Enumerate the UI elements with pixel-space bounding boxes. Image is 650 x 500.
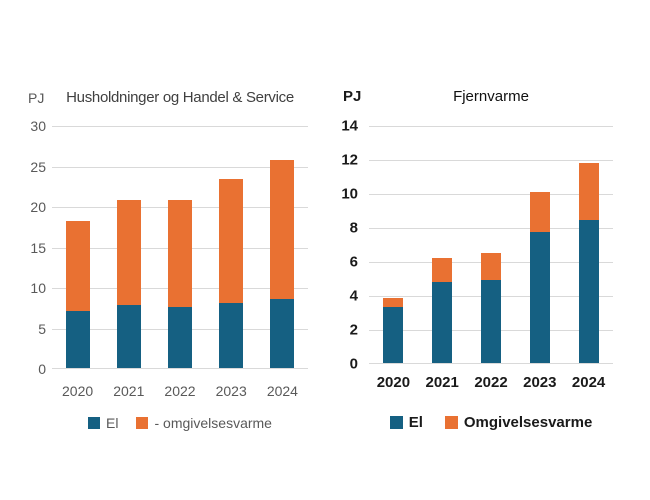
bar-segment-el-2021 <box>432 282 453 363</box>
legend-swatch-icon <box>389 416 403 429</box>
x-tick-label: 2022 <box>164 383 196 399</box>
legend: El - omgivelsesvarme <box>52 415 308 431</box>
bar-segment-el-2020 <box>65 311 90 368</box>
bar-segment-el-2022 <box>481 279 501 363</box>
x-tick-label: 2021 <box>425 374 459 391</box>
bar-segment-omgivelsesvarme-2020 <box>65 221 90 312</box>
chart-fjernvarme: PJ Fjernvarme El Omgivelsesvarme 0 2 4 6 8 10 1… <box>320 85 650 455</box>
chart-title: Fjernvarme <box>453 88 529 105</box>
y-tick-label: 15 <box>30 239 46 256</box>
x-tick-label: 2021 <box>113 383 145 399</box>
y-tick-label: 25 <box>30 158 46 175</box>
bar-segment-omgivelsesvarme-2024 <box>578 163 599 221</box>
x-tick-label: 2024 <box>571 374 606 391</box>
legend-swatch-icon <box>444 416 458 429</box>
plot-area <box>52 126 308 369</box>
gridline <box>52 167 308 168</box>
gridline <box>52 126 308 127</box>
legend-label: Omgivelsesvarme <box>463 414 593 431</box>
bar-segment-omgivelsesvarme-2022 <box>481 252 501 280</box>
gridline <box>369 126 613 127</box>
x-tick-label: 2022 <box>474 374 508 391</box>
legend-label: El <box>106 415 119 431</box>
bar-segment-omgivelsesvarme-2022 <box>168 200 192 308</box>
y-tick-label: 6 <box>349 253 358 271</box>
chart-husholdninger-handel-service: PJ Husholdninger og Handel & Service El -… <box>20 85 320 455</box>
gridline <box>369 160 613 161</box>
legend-swatch-icon <box>88 417 101 429</box>
y-tick-label: 0 <box>38 361 46 377</box>
y-tick-label: 14 <box>341 117 358 135</box>
legend-label: - omgivelsesvarme <box>154 415 272 431</box>
x-tick-label: 2020 <box>376 374 411 391</box>
legend: El Omgivelsesvarme <box>369 414 613 431</box>
bar-segment-el-2020 <box>383 306 404 363</box>
y-tick-label: 5 <box>38 320 46 337</box>
x-tick-label: 2024 <box>266 383 298 399</box>
bar-segment-el-2023 <box>219 303 244 368</box>
gridline <box>369 194 613 195</box>
y-tick-label: 12 <box>341 151 358 169</box>
y-tick-label: 4 <box>349 287 358 305</box>
bar-segment-omgivelsesvarme-2023 <box>219 179 244 304</box>
x-tick-label: 2023 <box>215 383 247 399</box>
legend-label: El <box>408 414 423 431</box>
bar-segment-el-2022 <box>168 307 192 368</box>
bar-segment-omgivelsesvarme-2021 <box>432 257 453 283</box>
y-tick-label: 20 <box>30 199 46 215</box>
legend-item: El <box>88 415 118 431</box>
legend-item: - omgivelsesvarme <box>136 415 272 431</box>
y-tick-label: 10 <box>341 185 358 203</box>
chart-title: Husholdninger og Handel & Service <box>66 89 294 106</box>
x-tick-label: 2023 <box>523 374 557 391</box>
bar-segment-omgivelsesvarme-2024 <box>270 159 295 300</box>
legend-item: El <box>389 414 423 431</box>
bar-segment-omgivelsesvarme-2020 <box>383 297 404 307</box>
legend-swatch-icon <box>136 417 149 429</box>
y-tick-label: 0 <box>349 355 358 373</box>
legend-item: Omgivelsesvarme <box>444 414 593 431</box>
y-tick-label: 30 <box>30 118 46 134</box>
bar-segment-omgivelsesvarme-2023 <box>529 192 550 233</box>
bar-segment-el-2021 <box>116 304 141 368</box>
y-tick-label: 8 <box>349 219 358 237</box>
x-tick-label: 2020 <box>62 383 94 399</box>
y-axis-unit-label: PJ <box>343 88 362 105</box>
y-tick-label: 2 <box>349 321 358 339</box>
y-tick-label: 10 <box>30 280 46 296</box>
gridline <box>369 228 613 229</box>
y-axis-unit-label: PJ <box>28 90 45 106</box>
bar-segment-el-2023 <box>529 232 550 363</box>
plot-area <box>369 126 613 364</box>
bar-segment-el-2024 <box>578 220 599 363</box>
bar-segment-el-2024 <box>270 299 295 368</box>
bar-segment-omgivelsesvarme-2021 <box>116 200 141 305</box>
